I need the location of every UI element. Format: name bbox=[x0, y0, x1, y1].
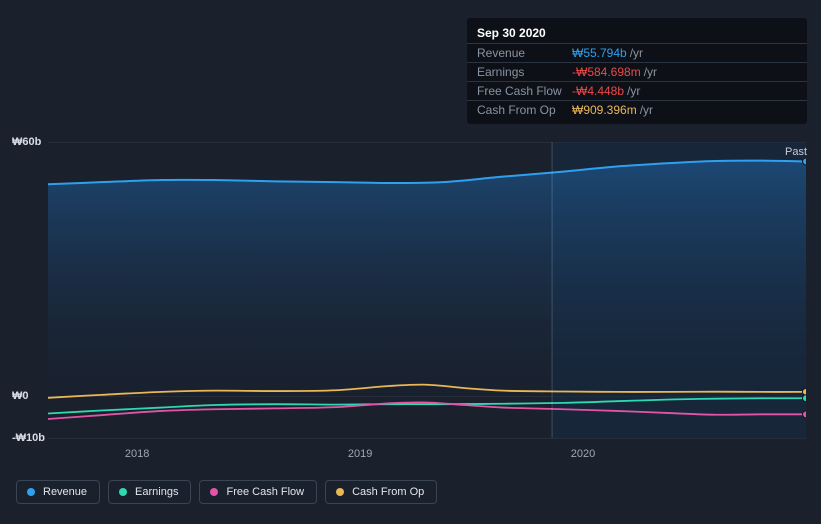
tooltip-date: Sep 30 2020 bbox=[467, 23, 807, 43]
tooltip-metric-suffix: /yr bbox=[640, 103, 653, 117]
tooltip-metric-suffix: /yr bbox=[644, 65, 657, 79]
tooltip-row: Free Cash Flow-₩4.448b/yr bbox=[467, 81, 807, 100]
annotation-past: Past bbox=[785, 146, 807, 158]
legend-item[interactable]: Cash From Op bbox=[325, 480, 437, 504]
legend-item[interactable]: Earnings bbox=[108, 480, 191, 504]
chart-legend: Revenue Earnings Free Cash Flow Cash From O… bbox=[16, 480, 437, 504]
tooltip-metric-value: ₩55.794b bbox=[572, 46, 627, 60]
financials-chart: ₩60b ₩0 -₩10b 2018 2019 2020 Past Sep 30 202… bbox=[0, 0, 821, 524]
legend-label: Cash From Op bbox=[352, 486, 424, 498]
tooltip-row: Revenue₩55.794b/yr bbox=[467, 43, 807, 62]
tooltip-metric-suffix: /yr bbox=[630, 46, 643, 60]
y-axis-label: ₩0 bbox=[12, 390, 29, 402]
tooltip-metric-suffix: /yr bbox=[627, 84, 640, 98]
tooltip-row: Earnings-₩584.698m/yr bbox=[467, 62, 807, 81]
y-axis-label: ₩60b bbox=[12, 136, 41, 148]
tooltip-metric-label: Revenue bbox=[477, 46, 572, 60]
legend-label: Free Cash Flow bbox=[226, 486, 304, 498]
y-axis-label: -₩10b bbox=[12, 432, 45, 444]
legend-dot-icon bbox=[119, 488, 127, 496]
legend-item[interactable]: Revenue bbox=[16, 480, 100, 504]
legend-label: Earnings bbox=[135, 486, 178, 498]
legend-dot-icon bbox=[210, 488, 218, 496]
legend-item[interactable]: Free Cash Flow bbox=[199, 480, 317, 504]
x-axis-label: 2020 bbox=[571, 448, 595, 460]
tooltip-metric-value: ₩909.396m bbox=[572, 103, 637, 117]
tooltip-metric-label: Earnings bbox=[477, 65, 572, 79]
tooltip-metric-value: -₩584.698m bbox=[572, 65, 641, 79]
tooltip-metric-label: Free Cash Flow bbox=[477, 84, 572, 98]
x-axis-label: 2018 bbox=[125, 448, 149, 460]
legend-dot-icon bbox=[336, 488, 344, 496]
tooltip-metric-label: Cash From Op bbox=[477, 103, 572, 117]
legend-label: Revenue bbox=[43, 486, 87, 498]
tooltip-metric-value: -₩4.448b bbox=[572, 84, 624, 98]
legend-dot-icon bbox=[27, 488, 35, 496]
chart-tooltip: Sep 30 2020 Revenue₩55.794b/yrEarnings-₩… bbox=[467, 18, 807, 124]
plot-area[interactable] bbox=[48, 142, 806, 438]
tooltip-row: Cash From Op₩909.396m/yr bbox=[467, 100, 807, 119]
x-axis-label: 2019 bbox=[348, 448, 372, 460]
